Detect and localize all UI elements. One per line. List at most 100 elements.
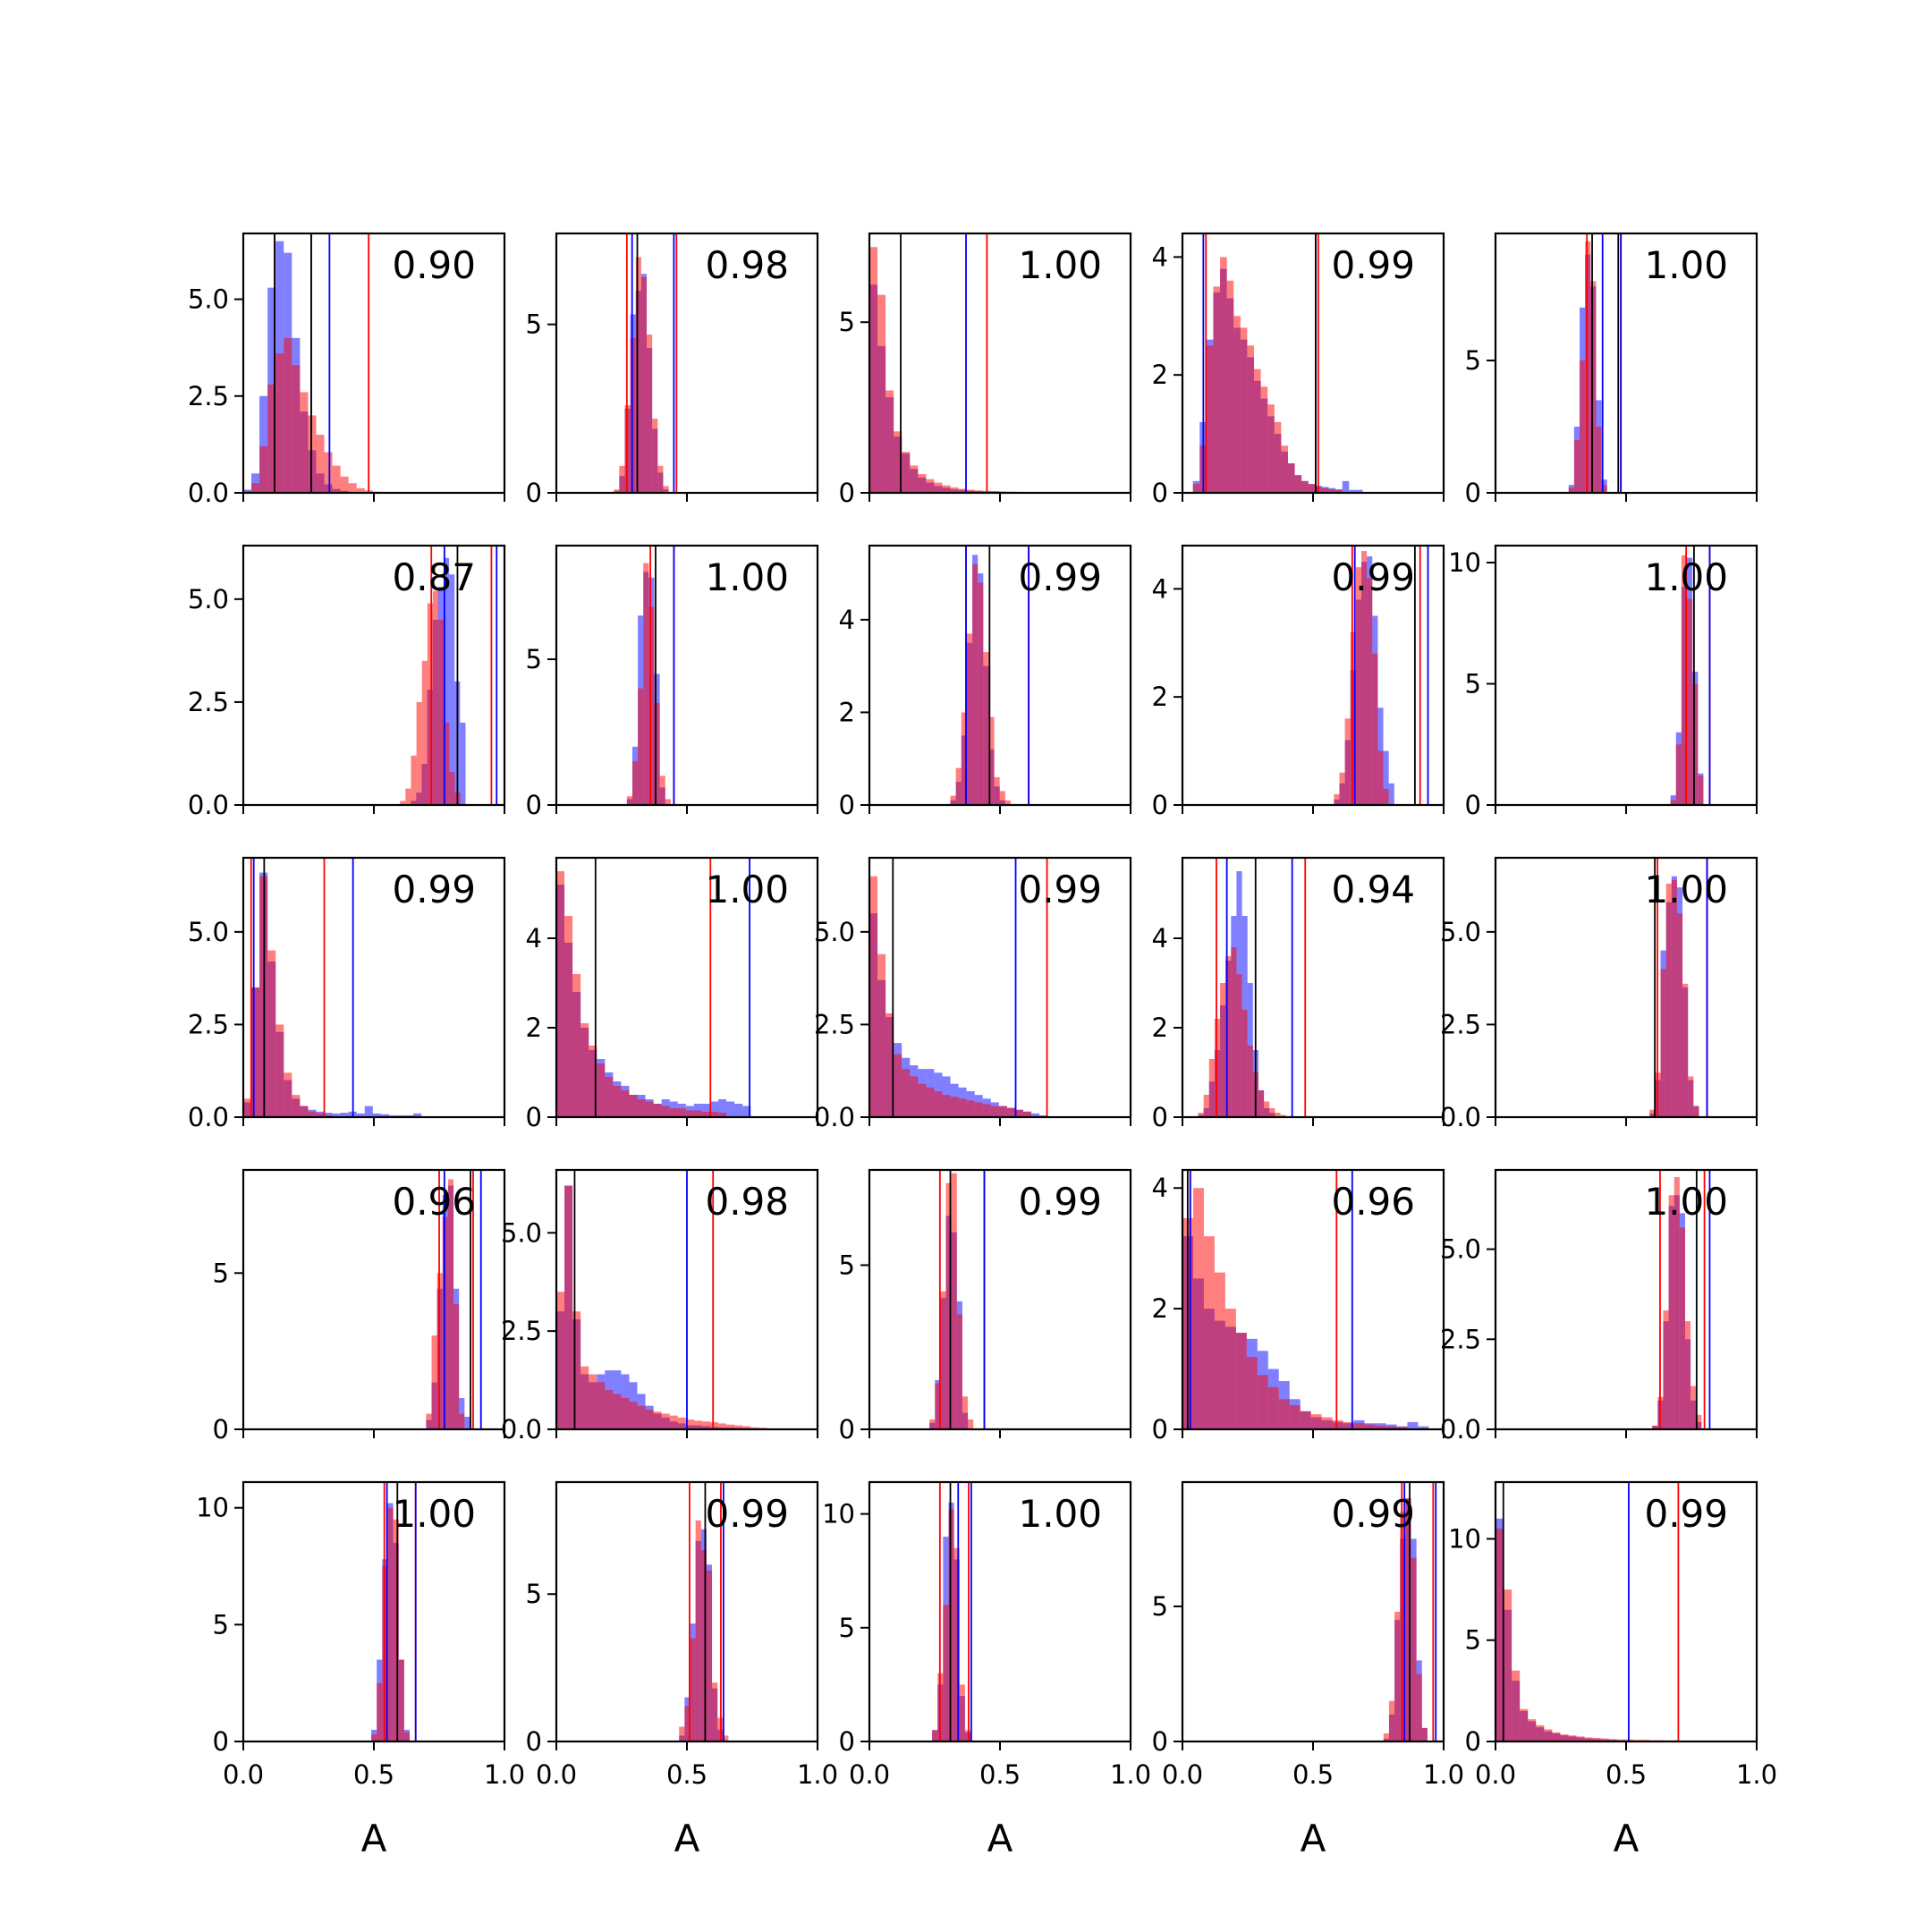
- y-tick-label: 0.0: [188, 1102, 229, 1132]
- x-tick-label: 0.0: [536, 1759, 577, 1790]
- red-histogram-bar: [449, 772, 455, 805]
- y-tick-label: 0.0: [501, 1414, 542, 1445]
- red-histogram-bar: [918, 1083, 927, 1117]
- red-histogram-bar: [637, 1099, 646, 1117]
- y-tick-label: 10: [196, 1493, 229, 1523]
- blue-histogram-bar: [1670, 795, 1676, 805]
- y-tick-label: 0.0: [814, 1102, 855, 1132]
- red-histogram-bar: [1388, 1700, 1395, 1741]
- x-axis-label: A: [1301, 1817, 1326, 1860]
- y-tick-label: 5.0: [814, 917, 855, 947]
- red-histogram-bar: [1004, 800, 1011, 805]
- x-tick-label: 0.0: [849, 1759, 890, 1790]
- red-histogram-bar: [1274, 421, 1282, 493]
- panel-annotation: 1.00: [392, 1492, 476, 1536]
- red-histogram-bar: [972, 564, 979, 805]
- x-tick-label: 0.5: [1292, 1759, 1334, 1790]
- red-histogram-bar: [1692, 683, 1699, 805]
- y-tick-label: 5: [526, 1579, 542, 1609]
- red-histogram-bar: [1014, 1109, 1023, 1117]
- histogram-panel: 0 5 10 1.00 0.0 0.5 1.0: [822, 1480, 1151, 1790]
- red-histogram-bar: [734, 1425, 743, 1429]
- red-histogram-bar: [1372, 653, 1378, 805]
- histogram-panel: 0 2 4 0.94: [1152, 856, 1445, 1132]
- red-histogram-bar: [1332, 1419, 1343, 1429]
- blue-histogram-bar: [443, 557, 450, 805]
- red-histogram-bar: [1596, 427, 1602, 493]
- red-histogram-bar: [869, 247, 878, 493]
- red-histogram-bar: [1377, 750, 1384, 805]
- red-histogram-bar: [1328, 489, 1336, 493]
- red-histogram-bar: [1226, 280, 1234, 493]
- red-histogram-bar: [1688, 1076, 1694, 1117]
- histogram-panel: 0 5 10 0.99 0.0 0.5 1.0: [1448, 1480, 1777, 1790]
- y-tick-label: 0: [1152, 790, 1168, 820]
- histogram-panel: 0.0 2.5 5.0 0.98: [501, 1168, 819, 1445]
- blue-histogram-bar: [340, 1113, 349, 1117]
- red-histogram-bar: [929, 1419, 936, 1429]
- y-tick-label: 5: [839, 1613, 855, 1643]
- red-histogram-bar: [631, 761, 639, 805]
- blue-histogram-bar: [1407, 1421, 1419, 1429]
- panel-annotation: 0.99: [1331, 555, 1415, 599]
- y-tick-label: 5: [839, 1250, 855, 1280]
- red-histogram-bar: [1344, 718, 1351, 805]
- red-histogram-bar: [661, 1413, 670, 1429]
- histogram-panel: 0 2 4 0.96: [1152, 1168, 1445, 1445]
- y-tick-label: 0: [1465, 790, 1481, 820]
- panel-annotation: 1.00: [1644, 1180, 1728, 1224]
- red-histogram-bar: [968, 1419, 974, 1429]
- red-histogram-bar: [629, 1402, 638, 1429]
- panel-annotation: 0.99: [1331, 1492, 1415, 1536]
- red-histogram-bar: [251, 987, 260, 1117]
- blue-histogram-bar: [1349, 489, 1356, 493]
- red-histogram-bar: [1608, 1739, 1617, 1741]
- red-histogram-bar: [1310, 1414, 1322, 1429]
- red-histogram-bar: [1321, 487, 1329, 493]
- x-tick-label: 1.0: [484, 1759, 525, 1790]
- red-histogram-bar: [387, 1507, 394, 1741]
- red-histogram-bar: [637, 1405, 646, 1429]
- panel-annotation: 0.94: [1331, 868, 1415, 911]
- y-tick-label: 0: [1152, 478, 1168, 508]
- red-histogram-bar: [643, 563, 649, 805]
- blue-histogram-bar: [332, 1113, 341, 1117]
- y-tick-label: 5.0: [1440, 917, 1481, 947]
- y-tick-label: 5: [1465, 345, 1481, 376]
- blue-histogram-bar: [324, 1113, 333, 1117]
- red-histogram-bar: [1580, 360, 1586, 493]
- y-tick-label: 0: [526, 790, 542, 820]
- red-histogram-bar: [877, 953, 886, 1117]
- red-histogram-bar: [1350, 631, 1356, 805]
- red-histogram-bar: [405, 788, 411, 805]
- red-histogram-bar: [1652, 1425, 1658, 1429]
- histogram-panel: 0.0 2.5 5.0 1.00: [1440, 856, 1758, 1132]
- red-histogram-bar: [605, 1390, 614, 1429]
- red-histogram-bar: [701, 1421, 710, 1429]
- red-histogram-bar: [955, 767, 962, 805]
- red-histogram-bar: [1294, 475, 1302, 493]
- panel-annotation: 0.87: [392, 555, 476, 599]
- red-histogram-bar: [1375, 1425, 1386, 1429]
- red-histogram-bar: [1676, 913, 1683, 1117]
- red-histogram-bar: [902, 452, 911, 493]
- red-histogram-bar: [564, 916, 573, 1117]
- y-tick-label: 0: [526, 1726, 542, 1757]
- blue-histogram-bar: [449, 574, 455, 805]
- red-histogram-bar: [1504, 1589, 1513, 1741]
- red-histogram-bar: [718, 1113, 727, 1117]
- red-histogram-bar: [934, 482, 943, 493]
- red-histogram-bar: [926, 1087, 935, 1117]
- histogram-panel: 051.00: [839, 232, 1132, 508]
- blue-histogram-bar: [1388, 783, 1394, 805]
- red-histogram-bar: [275, 1024, 284, 1117]
- blue-histogram-bar: [709, 1101, 719, 1117]
- blue-histogram-bar: [1418, 1426, 1429, 1429]
- red-histogram-bar: [894, 431, 902, 493]
- red-histogram-bar: [292, 365, 301, 493]
- y-tick-label: 5: [213, 1258, 229, 1288]
- histogram-panel: 0 5 0.99 0.0 0.5 1.0: [526, 1480, 838, 1790]
- red-histogram-bar: [411, 755, 417, 805]
- red-histogram-bar: [1536, 1724, 1545, 1742]
